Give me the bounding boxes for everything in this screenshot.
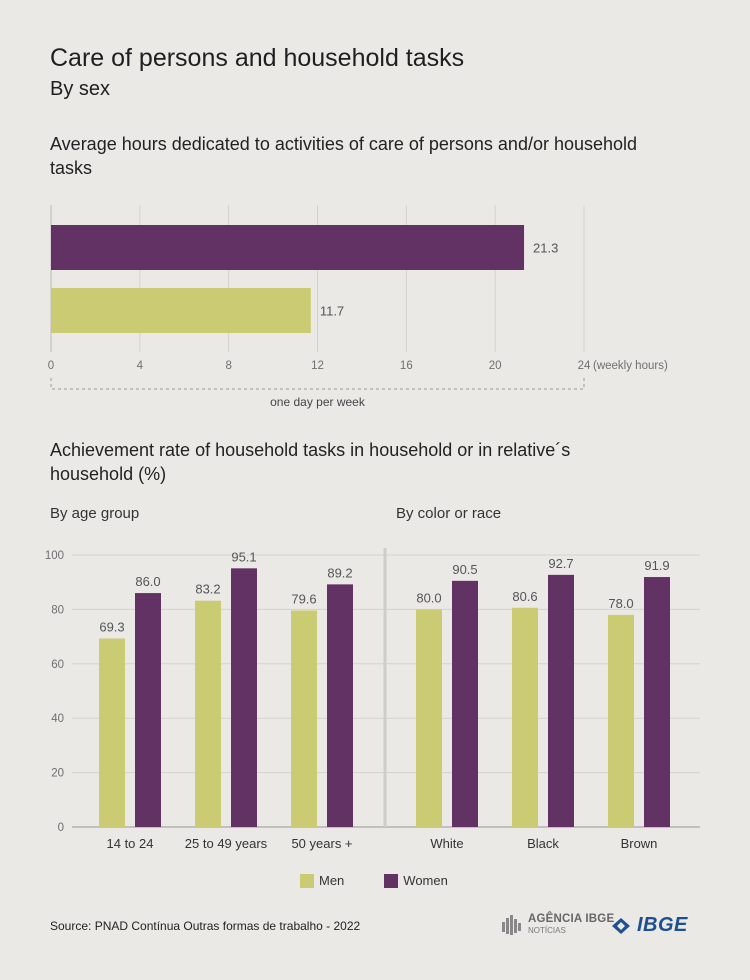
rate-chart-title: Achievement rate of household tasks in h… <box>50 440 571 484</box>
legend-label-men: Men <box>319 873 345 888</box>
age-bar-women <box>135 593 161 827</box>
agencia-logo-text: AGÊNCIA IBGE <box>528 913 615 925</box>
rate-bar-chart: 0 20 40 60 80 100 69.3 86.0 14 to 24 83.2 95.1 25 t… <box>45 548 700 851</box>
age-bar-women <box>327 584 353 827</box>
hbar-x-tick-label: 0 <box>48 360 54 372</box>
race-value-label: 80.6 <box>512 589 537 604</box>
race-bar-women <box>644 577 670 827</box>
hbar-value-label: 11.7 <box>320 304 344 319</box>
race-bar-women <box>452 580 478 827</box>
ibge-logo: IBGE <box>608 914 688 937</box>
race-bar-men <box>416 609 442 827</box>
race-panel-title: By color or race <box>396 505 502 522</box>
page-title: Care of persons and household tasks <box>50 44 465 72</box>
hbar-x-unit-label: (weekly hours) <box>593 360 668 372</box>
legend-item-women: Women <box>384 873 448 888</box>
age-value-label: 89.2 <box>327 565 352 580</box>
ibge-logo-text: IBGE <box>637 914 688 936</box>
hbar-x-tick-label: 4 <box>137 360 144 372</box>
race-value-label: 80.0 <box>416 590 441 605</box>
hbar-x-tick-label: 20 <box>489 360 502 372</box>
age-bar-women <box>231 568 257 827</box>
legend-swatch-men <box>300 873 314 888</box>
age-category-label: 14 to 24 <box>107 836 154 851</box>
legend: Men Women <box>300 873 448 888</box>
hbar-bracket <box>50 378 585 390</box>
agencia-logo-subtext: NOTÍCIAS <box>528 926 566 935</box>
vbar-y-tick-label: 80 <box>51 604 64 616</box>
legend-item-men: Men <box>300 873 344 888</box>
race-value-label: 92.7 <box>548 556 573 571</box>
age-bar-men <box>195 600 221 827</box>
hbar-x-tick-label: 16 <box>400 360 413 372</box>
hbar-x-tick-label: 8 <box>225 360 231 372</box>
hbar-annotation: one day per week <box>270 395 366 409</box>
ibge-logo-icon <box>612 917 630 934</box>
race-category-label: White <box>430 836 463 851</box>
age-value-label: 79.6 <box>291 591 316 606</box>
age-bar-men <box>99 638 125 827</box>
agencia-logo-icon <box>502 915 521 935</box>
race-value-label: 91.9 <box>644 558 669 573</box>
hbar-value-label: 21.3 <box>533 241 558 256</box>
age-bar-men <box>291 610 317 827</box>
hbar-x-tick-label: 24 <box>578 360 591 372</box>
vbar-y-tick-label: 100 <box>45 550 64 562</box>
hours-bar-chart: 0 4 8 12 16 20 24 (weekly hours) 21.3 11.7 one day… <box>48 205 668 409</box>
age-value-label: 83.2 <box>195 582 220 597</box>
age-value-label: 69.3 <box>99 620 124 635</box>
legend-swatch-women <box>384 873 399 888</box>
race-bar-men <box>512 607 538 827</box>
hbar-x-tick-label: 12 <box>311 360 324 372</box>
page-subtitle: By sex <box>50 78 111 100</box>
race-value-label: 90.5 <box>452 562 477 577</box>
age-category-label: 50 years + <box>291 836 352 851</box>
race-bar-women <box>548 574 574 827</box>
race-category-label: Brown <box>621 836 658 851</box>
race-value-label: 78.0 <box>608 596 633 611</box>
hours-chart-title: Average hours dedicated to activities of… <box>50 134 638 178</box>
vbar-y-tick-label: 20 <box>51 768 64 780</box>
vbar-y-tick-label: 0 <box>58 822 64 834</box>
race-bar-men <box>608 614 634 827</box>
vbar-y-tick-label: 40 <box>51 713 64 725</box>
age-value-label: 95.1 <box>231 549 256 564</box>
age-group-panel-title: By age group <box>50 505 140 522</box>
source-note: Source: PNAD Contínua Outras formas de t… <box>50 919 361 933</box>
race-category-label: Black <box>527 836 559 851</box>
agencia-ibge-logo: AGÊNCIA IBGE NOTÍCIAS <box>502 913 615 936</box>
hbar-bar-women <box>51 225 525 270</box>
legend-label-women: Women <box>403 873 448 888</box>
hbar-bar-men <box>51 288 311 333</box>
vbar-y-tick-label: 60 <box>51 659 64 671</box>
age-value-label: 86.0 <box>135 574 160 589</box>
age-category-label: 25 to 49 years <box>185 836 268 851</box>
